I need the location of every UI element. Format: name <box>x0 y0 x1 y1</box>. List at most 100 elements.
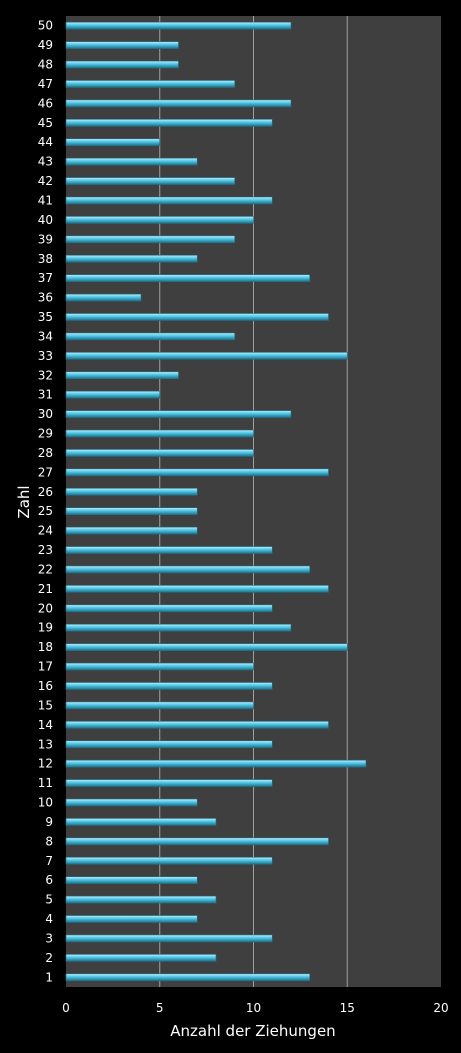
y-tick-label: 38 <box>38 252 53 266</box>
bar-9 <box>65 818 217 826</box>
bar-23 <box>65 546 273 554</box>
bar-3 <box>65 934 273 943</box>
bar-29 <box>65 429 254 438</box>
y-tick-label: 23 <box>38 543 53 557</box>
bar-18 <box>65 643 348 651</box>
x-tick-label: 10 <box>246 1001 261 1015</box>
y-tick-label: 1 <box>45 970 53 984</box>
y-tick-label: 43 <box>38 155 53 169</box>
y-tick-label: 12 <box>38 757 53 771</box>
bar-2 <box>65 954 217 962</box>
bar-30 <box>65 410 292 418</box>
y-tick-label: 45 <box>38 116 53 130</box>
y-tick-label: 5 <box>45 893 53 907</box>
bar-24 <box>65 526 198 535</box>
y-tick-label: 2 <box>45 951 53 965</box>
y-tick-label: 34 <box>38 329 53 343</box>
bar-45 <box>65 119 273 127</box>
y-tick-label: 25 <box>38 504 53 518</box>
x-tick-labels: 0 5 10 15 20 <box>62 1001 448 1015</box>
bar-13 <box>65 740 273 749</box>
bar-31 <box>65 390 161 399</box>
y-tick-label: 18 <box>38 640 53 654</box>
bar-34 <box>65 332 236 341</box>
y-tick-label: 10 <box>38 796 53 810</box>
bar-26 <box>65 487 198 496</box>
bar-16 <box>65 682 273 690</box>
bar-5 <box>65 895 217 904</box>
y-tick-label: 49 <box>38 38 53 52</box>
bar-8 <box>65 837 329 846</box>
y-tick-label: 24 <box>38 524 53 538</box>
y-tick-label: 44 <box>38 135 53 149</box>
y-tick-label: 30 <box>38 407 53 421</box>
y-tick-label: 28 <box>38 446 53 460</box>
y-tick-label: 4 <box>45 912 53 926</box>
bar-43 <box>65 157 198 166</box>
bar-50 <box>65 21 292 30</box>
bar-47 <box>65 80 236 88</box>
bars <box>65 21 367 982</box>
y-tick-label: 40 <box>38 213 53 227</box>
bar-41 <box>65 196 273 205</box>
y-axis-title: Zahl <box>15 485 33 518</box>
bar-19 <box>65 623 292 632</box>
bar-42 <box>65 177 236 185</box>
y-tick-label: 31 <box>38 388 53 402</box>
y-tick-label: 37 <box>38 271 53 285</box>
y-tick-label: 48 <box>38 58 53 72</box>
y-tick-label: 19 <box>38 621 53 635</box>
y-tick-label: 11 <box>38 776 53 790</box>
y-tick-label: 14 <box>38 718 53 732</box>
y-tick-label: 6 <box>45 873 53 887</box>
bar-48 <box>65 60 179 69</box>
bar-44 <box>65 138 161 147</box>
bar-39 <box>65 235 236 244</box>
bar-35 <box>65 313 329 321</box>
bar-27 <box>65 468 329 477</box>
bar-38 <box>65 254 198 263</box>
bar-11 <box>65 779 273 787</box>
x-tick-label: 15 <box>340 1001 355 1015</box>
y-tick-label: 50 <box>38 19 53 33</box>
bar-36 <box>65 293 142 302</box>
y-tick-label: 26 <box>38 485 53 499</box>
y-tick-label: 41 <box>38 193 53 207</box>
bar-14 <box>65 721 329 729</box>
bar-17 <box>65 662 254 671</box>
bar-37 <box>65 274 311 282</box>
x-tick-label: 0 <box>62 1001 70 1015</box>
y-tick-label: 16 <box>38 679 53 693</box>
y-tick-labels: 1234567891011121314151617181920212223242… <box>38 19 53 985</box>
bar-22 <box>65 565 311 574</box>
y-tick-label: 21 <box>38 582 53 596</box>
bar-28 <box>65 449 254 457</box>
y-tick-label: 35 <box>38 310 53 324</box>
x-tick-label: 20 <box>433 1001 448 1015</box>
y-tick-label: 36 <box>38 291 53 305</box>
y-tick-label: 22 <box>38 562 53 576</box>
y-tick-label: 39 <box>38 232 53 246</box>
y-tick-label: 46 <box>38 96 53 110</box>
bar-20 <box>65 604 273 613</box>
bar-21 <box>65 585 329 593</box>
y-tick-label: 29 <box>38 427 53 441</box>
y-tick-label: 9 <box>45 815 53 829</box>
bar-15 <box>65 701 254 710</box>
y-tick-label: 42 <box>38 174 53 188</box>
bar-33 <box>65 352 348 360</box>
x-tick-label: 5 <box>156 1001 164 1015</box>
bar-49 <box>65 41 179 49</box>
bar-10 <box>65 798 198 807</box>
y-tick-label: 3 <box>45 931 53 945</box>
bar-4 <box>65 915 198 923</box>
bar-6 <box>65 876 198 884</box>
bar-25 <box>65 507 198 516</box>
x-axis-title: Anzahl der Ziehungen <box>170 1022 335 1040</box>
bar-12 <box>65 759 367 768</box>
bar-40 <box>65 216 254 224</box>
bar-46 <box>65 99 292 108</box>
y-tick-label: 47 <box>38 77 53 91</box>
y-tick-label: 13 <box>38 737 53 751</box>
